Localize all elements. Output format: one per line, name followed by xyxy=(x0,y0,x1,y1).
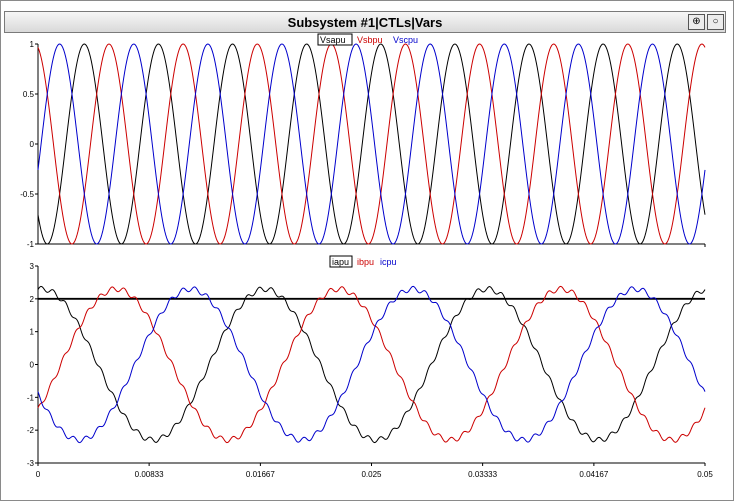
x-tick-label: 0.025 xyxy=(361,470,382,479)
y-tick-label: -3 xyxy=(27,459,35,468)
x-tick-label: 0.05 xyxy=(697,470,713,479)
legend-item-Vsbpu: Vsbpu xyxy=(357,35,383,45)
series-line-Vsapu xyxy=(37,43,706,245)
series-line-icpu xyxy=(37,285,706,444)
y-tick-label: 0 xyxy=(30,140,35,149)
zoom-icon[interactable]: ⊕ xyxy=(688,14,705,30)
legend-selected-box xyxy=(329,255,353,268)
y-tick-label: 1 xyxy=(30,328,35,337)
legend-selected-box xyxy=(317,33,353,46)
series-line-Vscpu xyxy=(37,43,706,245)
title-bar: Subsystem #1|CTLs|Vars ⊕ ○ xyxy=(4,11,726,33)
y-tick-label: 3 xyxy=(30,262,35,271)
legend-item-icpu: icpu xyxy=(380,257,397,267)
legend-item-Vsapu: Vsapu xyxy=(320,35,346,45)
x-tick-label: 0.00833 xyxy=(135,470,164,479)
y-tick-label: -0.5 xyxy=(20,190,34,199)
x-tick-label: 0.03333 xyxy=(468,470,497,479)
legend-item-ibpu: ibpu xyxy=(357,257,374,267)
x-tick-label: 0.01667 xyxy=(246,470,275,479)
x-tick-label: 0.04167 xyxy=(579,470,608,479)
circle-icon[interactable]: ○ xyxy=(707,14,724,30)
y-tick-label: 0.5 xyxy=(23,90,35,99)
legend-item-Vscpu: Vscpu xyxy=(393,35,418,45)
legend-item-iapu: iapu xyxy=(332,257,349,267)
y-tick-label: -1 xyxy=(27,240,35,249)
y-tick-label: -2 xyxy=(27,426,35,435)
series-line-Vsbpu xyxy=(37,43,706,245)
y-tick-label: -1 xyxy=(27,393,35,402)
y-tick-label: 0 xyxy=(30,361,35,370)
y-tick-label: 2 xyxy=(30,295,35,304)
series-line-ibpu xyxy=(37,285,706,444)
series-line-iapu xyxy=(37,285,706,444)
x-tick-label: 0 xyxy=(36,470,41,479)
window-title: Subsystem #1|CTLs|Vars xyxy=(287,15,443,30)
y-tick-label: 1 xyxy=(30,40,35,49)
